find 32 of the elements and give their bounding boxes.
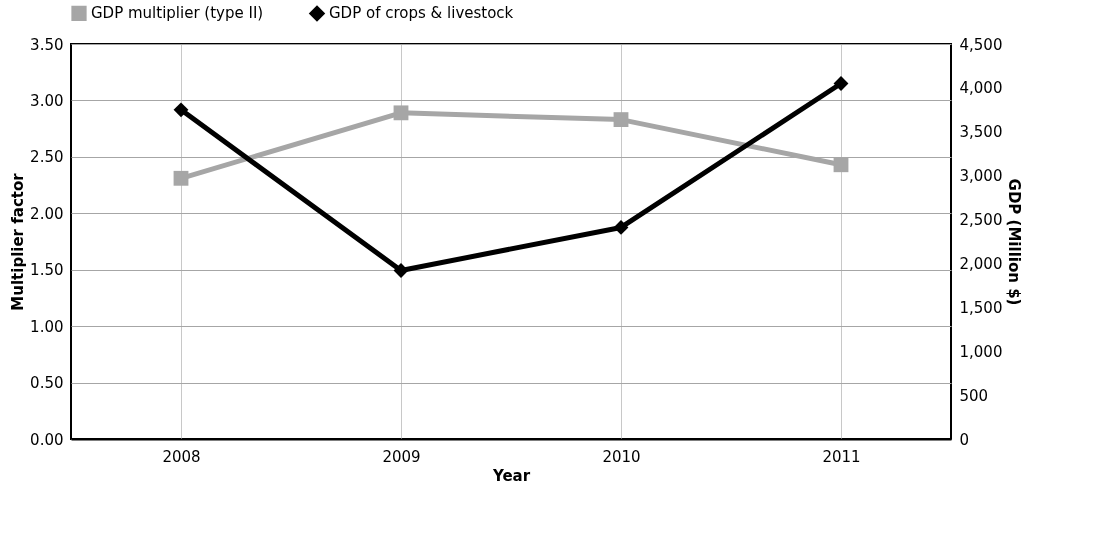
y2-tick-label: 2,000	[959, 254, 1003, 273]
y-tick-label: 2.50	[30, 148, 64, 167]
point	[613, 112, 629, 128]
y2-tick-label: 2,500	[959, 211, 1003, 230]
point	[173, 170, 189, 186]
y-axis-title: Multiplier factor	[9, 172, 28, 311]
y2-tick-label: 0	[959, 430, 970, 449]
y2-tick-label: 500	[959, 386, 989, 405]
legend-label: GDP of crops & livestock	[329, 4, 514, 23]
y-tick-label: 3.50	[30, 35, 64, 54]
x-tick-label: 2011	[822, 447, 861, 466]
y-tick-label: 1.00	[30, 317, 64, 336]
x-tick-label: 2010	[602, 447, 641, 466]
y2-tick-label: 3,000	[959, 167, 1003, 186]
point	[393, 105, 409, 121]
y-tick-label: 3.00	[30, 91, 64, 110]
y2-tick-label: 3,500	[959, 123, 1003, 142]
y-tick-label: 0.50	[30, 374, 64, 393]
x-tick-label: 2008	[162, 447, 201, 466]
legend-label: GDP multiplier (type II)	[91, 4, 264, 23]
y2-tick-label: 4,000	[959, 79, 1003, 98]
y-tick-label: 1.50	[30, 261, 64, 280]
y2-tick-label: 1,000	[959, 342, 1003, 361]
y2-axis-title: GDP (Million $)	[1005, 178, 1024, 306]
point	[173, 102, 189, 118]
y-tick-label: 0.00	[30, 430, 64, 449]
y2-tick-label: 4,500	[959, 35, 1003, 54]
x-axis-title: Year	[491, 466, 531, 485]
x-tick-label: 2009	[382, 447, 421, 466]
y-tick-label: 2.00	[30, 204, 64, 223]
y2-tick-label: 1,500	[959, 298, 1003, 317]
point	[833, 157, 849, 173]
